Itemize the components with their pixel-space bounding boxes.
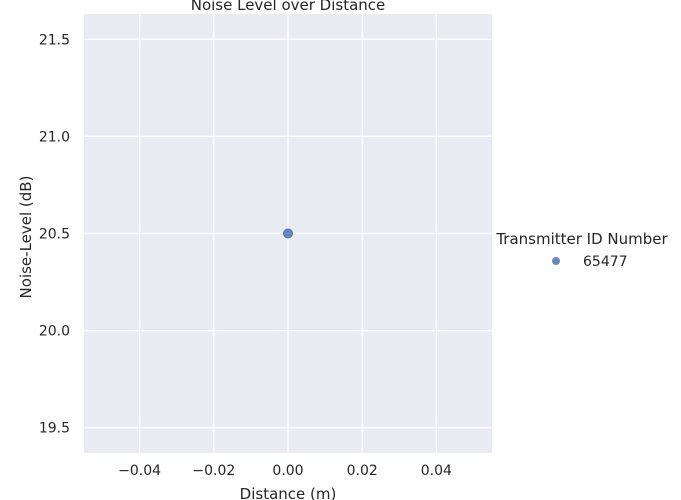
x-tick-label: 0.04 — [421, 463, 452, 479]
x-axis-ticks: −0.04 −0.02 0.00 0.02 0.04 — [118, 463, 452, 479]
y-tick-label: 21.5 — [39, 32, 70, 48]
y-tick-label: 20.0 — [39, 324, 70, 340]
data-point — [283, 228, 293, 239]
y-tick-label: 19.5 — [39, 421, 70, 437]
y-tick-label: 21.0 — [39, 129, 70, 145]
legend-entry-label: 65477 — [583, 254, 628, 270]
y-axis-label: Noise-Level (dB) — [17, 176, 35, 299]
legend: Transmitter ID Number 65477 — [495, 230, 668, 270]
chart-title: Noise Level over Distance — [191, 0, 386, 14]
x-tick-label: 0.02 — [347, 463, 378, 479]
legend-marker — [552, 257, 560, 265]
legend-title: Transmitter ID Number — [495, 230, 668, 248]
x-tick-label: 0.00 — [272, 463, 303, 479]
y-axis-ticks: 19.5 20.0 20.5 21.0 21.5 — [39, 32, 70, 436]
x-axis-label: Distance (m) — [240, 485, 337, 500]
data-points — [283, 228, 293, 239]
x-tick-label: −0.04 — [118, 463, 161, 479]
legend-entries: 65477 — [552, 254, 628, 270]
y-tick-label: 20.5 — [39, 227, 70, 243]
x-tick-label: −0.02 — [192, 463, 235, 479]
